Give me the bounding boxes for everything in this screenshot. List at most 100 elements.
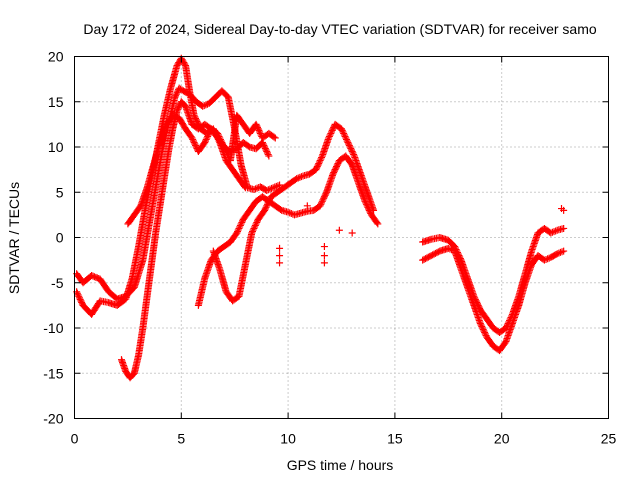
data-point (329, 125, 337, 133)
y-tick-label: -5 (51, 275, 64, 291)
data-point (221, 146, 229, 154)
data-point (192, 116, 200, 124)
data-point (235, 224, 243, 232)
data-point (560, 247, 568, 255)
data-point (293, 175, 301, 183)
data-point (313, 163, 321, 171)
data-point (315, 158, 323, 166)
data-point (263, 148, 271, 156)
data-point (268, 184, 276, 192)
data-point (552, 227, 560, 235)
data-point (480, 327, 488, 335)
data-point (216, 135, 224, 143)
data-point (347, 146, 355, 154)
data-point (174, 105, 182, 113)
data-point (173, 107, 181, 115)
data-point (262, 203, 270, 211)
data-point (272, 182, 280, 190)
data-point (77, 297, 85, 305)
data-point (478, 324, 486, 332)
data-point (343, 137, 351, 145)
data-point (251, 221, 259, 229)
data-point (250, 224, 258, 232)
y-tick-label: 5 (56, 184, 64, 200)
data-point (327, 129, 335, 137)
data-point (191, 140, 199, 148)
data-point (190, 138, 198, 146)
data-point (217, 137, 225, 145)
data-point (320, 243, 328, 251)
data-point (265, 152, 273, 160)
data-point (73, 289, 81, 297)
data-point (263, 149, 271, 157)
data-point (329, 170, 337, 178)
data-point (312, 166, 320, 174)
data-point (78, 298, 86, 306)
data-point (264, 186, 272, 194)
data-point (340, 129, 348, 137)
data-point (205, 129, 213, 137)
data-point (261, 205, 269, 213)
x-tick-label: 20 (494, 431, 510, 447)
data-point (175, 102, 183, 110)
data-point (248, 229, 256, 237)
data-point (320, 194, 328, 202)
data-point (318, 154, 326, 162)
data-point (318, 199, 326, 207)
data-point (269, 184, 277, 192)
data-point (294, 174, 302, 182)
data-point (265, 197, 273, 205)
axis-ticks (74, 56, 609, 419)
data-point (320, 193, 328, 201)
data-point (560, 206, 568, 214)
y-tick-label: 10 (48, 139, 64, 155)
data-point (202, 101, 210, 109)
data-point (547, 229, 555, 237)
data-point (263, 202, 271, 210)
y-tick-label: -10 (43, 320, 63, 336)
data-point (274, 182, 282, 190)
data-point (297, 173, 305, 181)
x-axis-label: GPS time / hours (287, 457, 394, 473)
data-point (349, 149, 357, 157)
series-track-outliers (276, 202, 568, 267)
data-point (303, 202, 311, 210)
data-point (253, 218, 261, 226)
series-track-early-a (73, 84, 284, 303)
data-point (348, 148, 356, 156)
data-point (254, 125, 262, 133)
data-point (263, 200, 271, 208)
data-point (249, 227, 256, 235)
y-tick-label: 20 (48, 49, 64, 65)
data-point (266, 185, 274, 193)
data-point (374, 220, 382, 228)
data-point (276, 252, 284, 260)
data-point (253, 122, 261, 130)
data-point (74, 291, 82, 299)
data-point (560, 224, 568, 232)
data-point (271, 134, 279, 142)
series-track-pre-dawn (117, 98, 273, 382)
data-point (330, 169, 338, 177)
data-point (318, 197, 326, 205)
data-point (204, 132, 212, 140)
data-point (334, 160, 342, 168)
data-point (193, 117, 201, 125)
data-point (314, 161, 322, 169)
data-point (296, 173, 304, 181)
y-axis-label: SDTVAR / TECUs (6, 182, 22, 294)
data-point (256, 129, 264, 137)
data-point (332, 164, 340, 172)
data-point (325, 132, 333, 140)
x-tick-label: 15 (387, 431, 403, 447)
data-point (270, 133, 278, 141)
data-point (76, 295, 84, 303)
data-point (345, 140, 353, 148)
data-point (260, 141, 268, 149)
data-point (236, 221, 244, 229)
data-point (330, 167, 338, 175)
data-point (340, 131, 348, 139)
data-point (481, 329, 489, 337)
x-tick-label: 10 (280, 431, 296, 447)
x-tick-label: 5 (177, 431, 185, 447)
